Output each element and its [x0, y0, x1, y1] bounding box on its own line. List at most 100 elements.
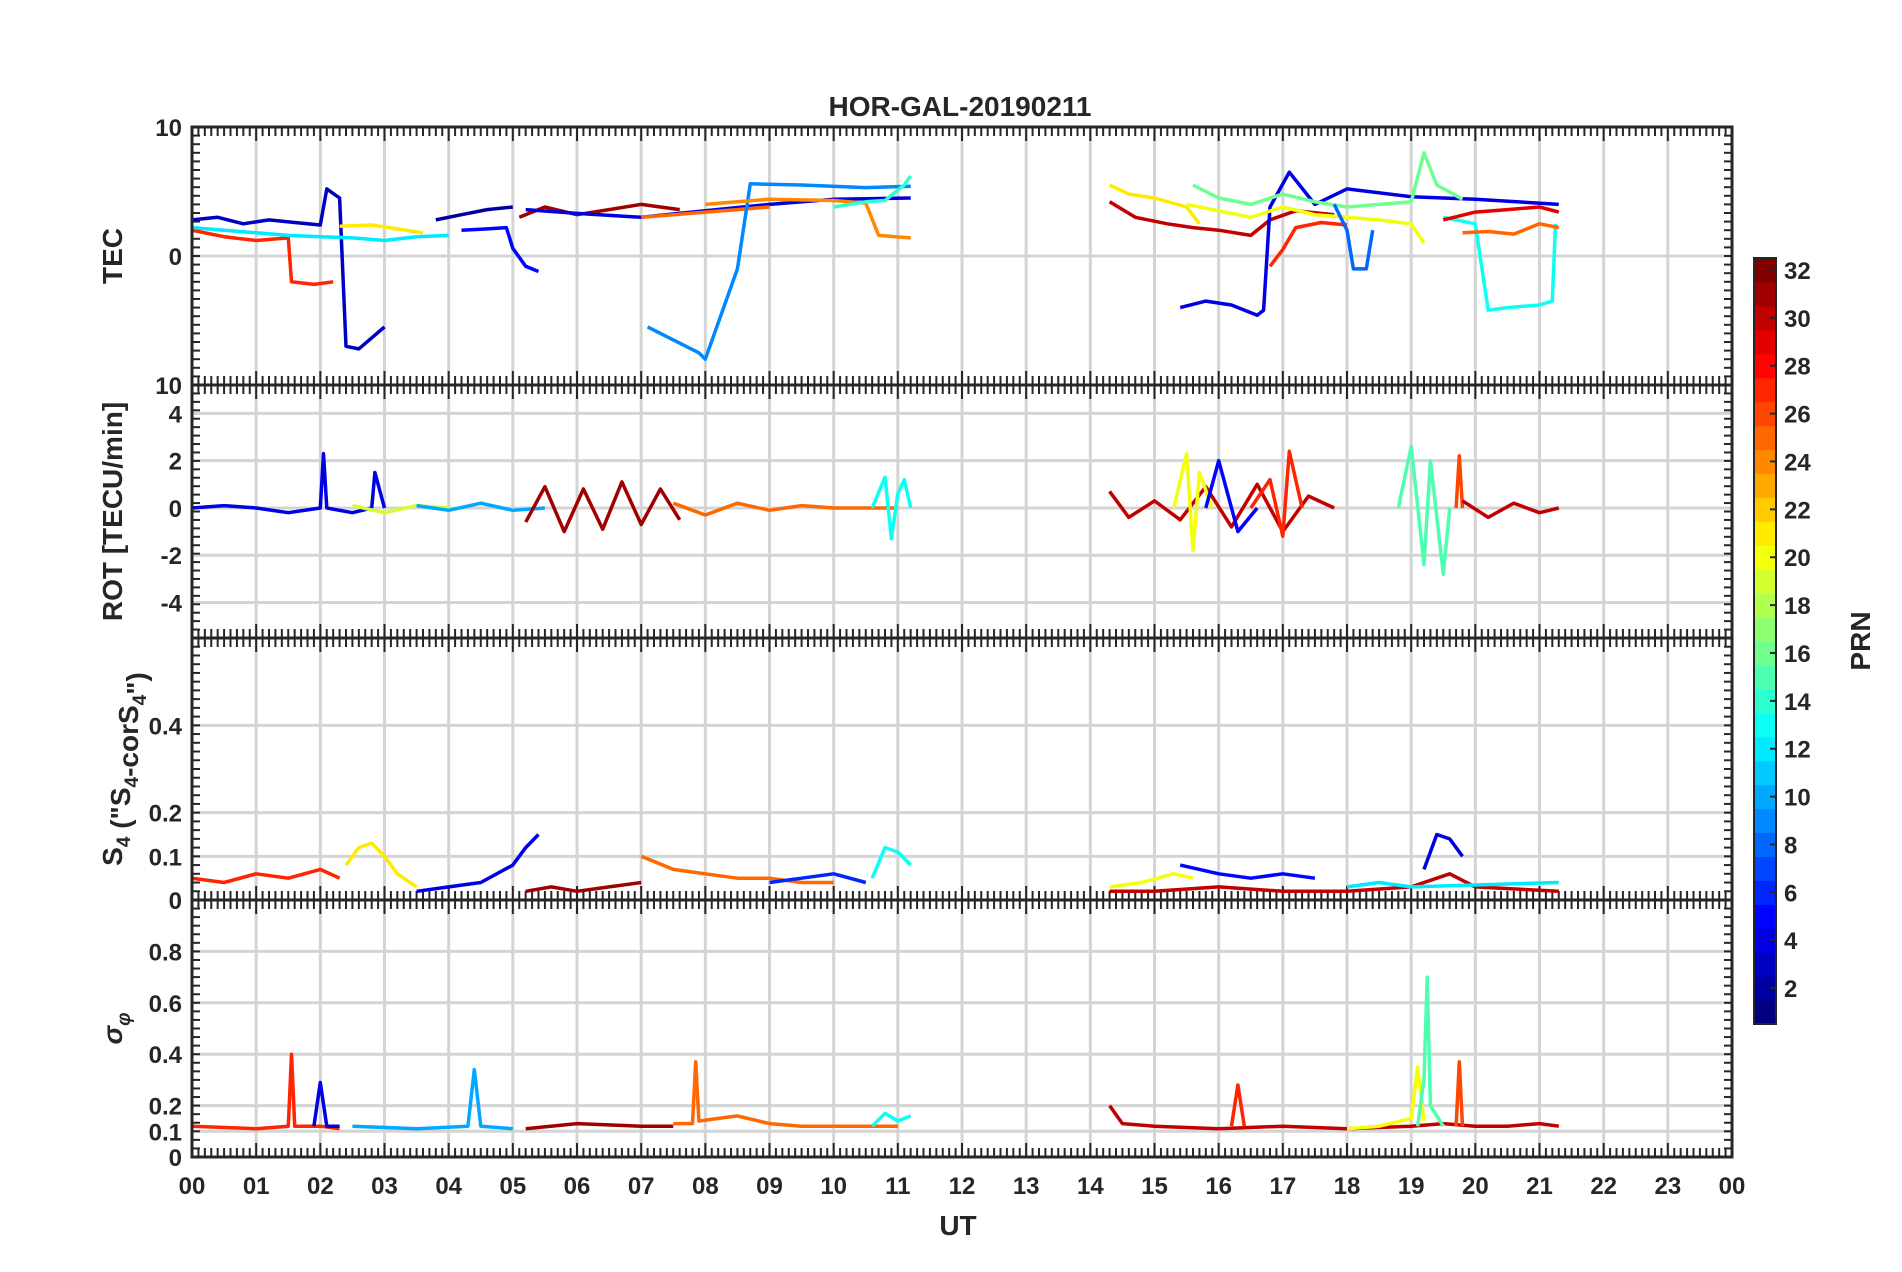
y-tick-label: -4 [161, 591, 183, 618]
colorbar-tick-label: 6 [1784, 880, 1797, 907]
series-line-prn-30 [1108, 482, 1335, 534]
colorbar-tick-label: 30 [1784, 306, 1811, 333]
y-tick-label: 0.1 [149, 844, 182, 871]
series-line-prn-8 [1332, 203, 1375, 271]
series-line-prn-5 [461, 225, 540, 274]
colorbar-segment [1754, 952, 1776, 977]
series-line-prn-30 [1108, 1104, 1560, 1131]
series-line-prn-25 [672, 501, 898, 517]
y-axis-label: S4 ("S4-corS4") [97, 672, 152, 866]
colorbar-segment [1754, 377, 1776, 403]
colorbar-segment [1754, 688, 1776, 714]
series-line-prn-20 [1109, 872, 1194, 889]
series-line-prn-13 [870, 845, 912, 879]
colorbar-segment [1754, 928, 1776, 953]
series-line-prn-21 [339, 223, 424, 235]
series-line-prn-10 [416, 501, 546, 513]
colorbar-segment [1754, 808, 1776, 834]
colorbar-tick-label: 24 [1784, 449, 1811, 476]
y-tick-label: 4 [169, 401, 183, 428]
x-tick-label: 18 [1334, 1173, 1361, 1200]
y-tick-label: 0.4 [149, 1042, 183, 1069]
colorbar-segment [1754, 760, 1776, 786]
x-tick-label: 19 [1398, 1173, 1425, 1200]
colorbar-tick-label: 12 [1784, 737, 1811, 764]
colorbar-segment [1754, 736, 1776, 762]
colorbar-segment [1754, 712, 1776, 738]
colorbar-segment [1754, 353, 1776, 379]
y-tick-label: 0 [169, 496, 182, 523]
colorbar-segment [1754, 497, 1776, 522]
series-line-prn-13 [1442, 215, 1558, 312]
colorbar-segment [1754, 976, 1776, 1001]
series-line-prn-27 [192, 228, 334, 287]
x-tick-label: 23 [1654, 1173, 1681, 1200]
series-line-prn-27 [192, 1052, 340, 1131]
series-line-prn-3 [192, 187, 386, 351]
x-tick-label: 20 [1462, 1173, 1489, 1200]
panel-tec: 10 0 10 TEC [97, 115, 1734, 400]
series-line-prn-5 [1179, 863, 1316, 880]
colorbar-frame [1753, 257, 1777, 1025]
series-line-prn-10 [352, 1067, 513, 1131]
series-line-prn-16 [1192, 151, 1464, 209]
colorbar-tick-label: 32 [1784, 258, 1811, 285]
series-line-prn-26 [1454, 454, 1465, 509]
panel-sigma_phi: 00.10.2 0.4 0.6 0.8 σφ [97, 898, 1734, 1172]
colorbar-segment [1754, 545, 1776, 570]
panel-rot: -4 -2 0 2 4 ROT [TECU/min] [97, 383, 1734, 640]
x-tick-label: 16 [1205, 1173, 1232, 1200]
series-line-prn-13 [870, 475, 913, 541]
series-line-prn-4 [1179, 170, 1559, 318]
x-tick-label: 13 [1013, 1173, 1040, 1200]
series-line-prn-21 [1108, 183, 1201, 225]
colorbar-segment [1754, 521, 1776, 546]
x-tick-label: 00 [179, 1173, 206, 1200]
series-line-prn-6 [769, 872, 867, 885]
x-tick-label: 02 [307, 1173, 334, 1200]
y-tick-label: 0.8 [149, 939, 182, 966]
series-line-prn-12 [1346, 880, 1559, 889]
series-group [192, 151, 1560, 361]
x-tick-label: 00 [1719, 1173, 1746, 1200]
colorbar-segment [1754, 664, 1776, 690]
x-tick-label: 06 [564, 1173, 591, 1200]
series-line-prn-25 [1462, 222, 1560, 236]
series-line-prn-27 [192, 867, 341, 885]
y-tick-label: 10 [155, 373, 182, 400]
x-tick-label: 03 [371, 1173, 398, 1200]
series-line-prn-30 [1108, 200, 1335, 238]
colorbar-segment [1754, 569, 1776, 594]
colorbar-segment [1754, 1000, 1776, 1025]
y-axis-label: TEC [97, 228, 128, 284]
series-line-prn-14 [833, 174, 913, 209]
y-tick-label: 0.4 [149, 713, 183, 740]
series-line-prn-25 [640, 854, 834, 885]
series-line-prn-12 [192, 225, 449, 243]
x-tick-label: 04 [435, 1173, 462, 1200]
series-line-prn-20 [1186, 202, 1426, 245]
x-tick-label: 11 [885, 1173, 910, 1200]
colorbar-tick-label: 4 [1784, 928, 1798, 955]
series-line-prn-21 [344, 841, 418, 889]
series-line-prn-31 [524, 480, 682, 534]
x-tick-label: 08 [692, 1173, 719, 1200]
series-line-prn-20 [1346, 1065, 1426, 1131]
series-line-prn-5 [1204, 458, 1259, 534]
series-line-prn-13 [870, 1111, 912, 1128]
colorbar-tick-label: 20 [1784, 545, 1811, 572]
colorbar-segment [1754, 305, 1776, 331]
colorbar-tick-label: 10 [1784, 785, 1811, 812]
x-tick-label: 22 [1590, 1173, 1617, 1200]
colorbar-label: PRN [1845, 611, 1876, 670]
series-group [192, 444, 1560, 576]
y-tick-label: 2 [169, 449, 182, 476]
y-tick-label: -2 [161, 543, 182, 570]
colorbar-tick-label: 22 [1784, 497, 1811, 524]
series-line-prn-26 [1454, 1060, 1465, 1127]
y-axis-label: ROT [TECU/min] [97, 402, 128, 621]
colorbar-segment [1754, 593, 1776, 618]
series-line-prn-15 [1396, 444, 1452, 576]
